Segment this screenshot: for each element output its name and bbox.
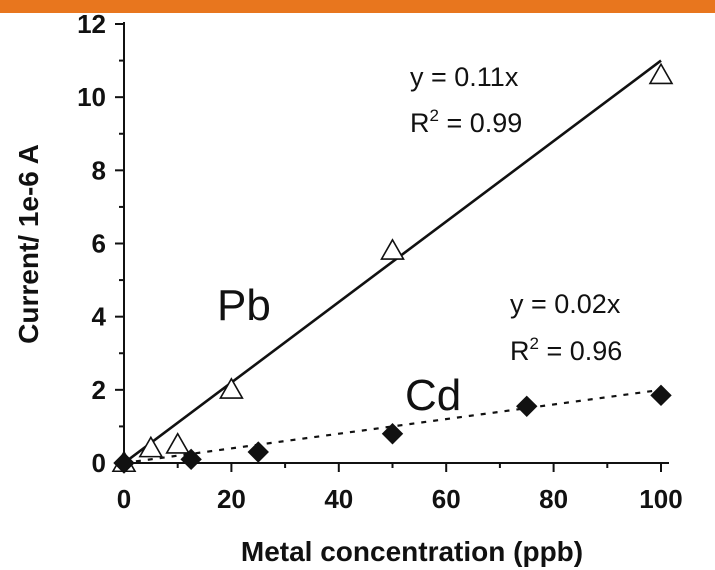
cd-diamond-marker: [180, 448, 202, 471]
x-tick-label: 60: [432, 484, 461, 514]
x-tick-label: 0: [117, 484, 131, 514]
x-tick-label: 40: [324, 484, 353, 514]
axes: 0 2 4 6 8 10 12 0 20 40 60 80 100: [77, 9, 683, 514]
pb-fit-r2: R2 = 0.99: [410, 106, 522, 138]
y-tick-label: 12: [77, 9, 106, 39]
pb-triangle-marker: [380, 238, 405, 260]
y-tick-label: 0: [92, 448, 106, 478]
x-tick-label: 100: [639, 484, 682, 514]
series-label-pb: Pb: [217, 281, 271, 330]
fit-lines: [123, 59, 662, 465]
fit-line-pb: [123, 59, 662, 465]
cd-diamond-marker: [381, 423, 404, 445]
y-tick-label: 10: [77, 82, 106, 112]
pb-triangle-marker: [219, 377, 244, 399]
top-accent-bar: [0, 0, 715, 13]
cd-fit-equation: y = 0.02x: [510, 289, 621, 319]
cd-diamond-marker: [516, 395, 538, 418]
pb-triangle-marker: [138, 435, 164, 458]
y-tick-label: 2: [92, 375, 106, 405]
x-tick-label: 80: [539, 484, 568, 514]
y-tick-label: 6: [92, 229, 106, 259]
y-tick-label: 4: [92, 302, 107, 332]
data-points: [111, 62, 674, 474]
cd-diamond-marker: [247, 441, 269, 463]
x-tick-label: 20: [217, 484, 246, 514]
pb-triangle-marker: [648, 62, 674, 85]
cd-diamond-marker: [113, 452, 135, 474]
y-axis-title: Current/ 1e-6 A: [13, 144, 44, 344]
cd-fit-r2: R2 = 0.96: [510, 334, 622, 366]
cd-diamond-marker: [650, 384, 672, 407]
pb-fit-equation: y = 0.11x: [410, 62, 519, 92]
pb-triangle-marker: [165, 432, 191, 454]
y-tick-label: 8: [92, 155, 106, 185]
x-axis-title: Metal concentration (ppb): [241, 536, 583, 567]
series-label-cd: Cd: [405, 371, 461, 420]
